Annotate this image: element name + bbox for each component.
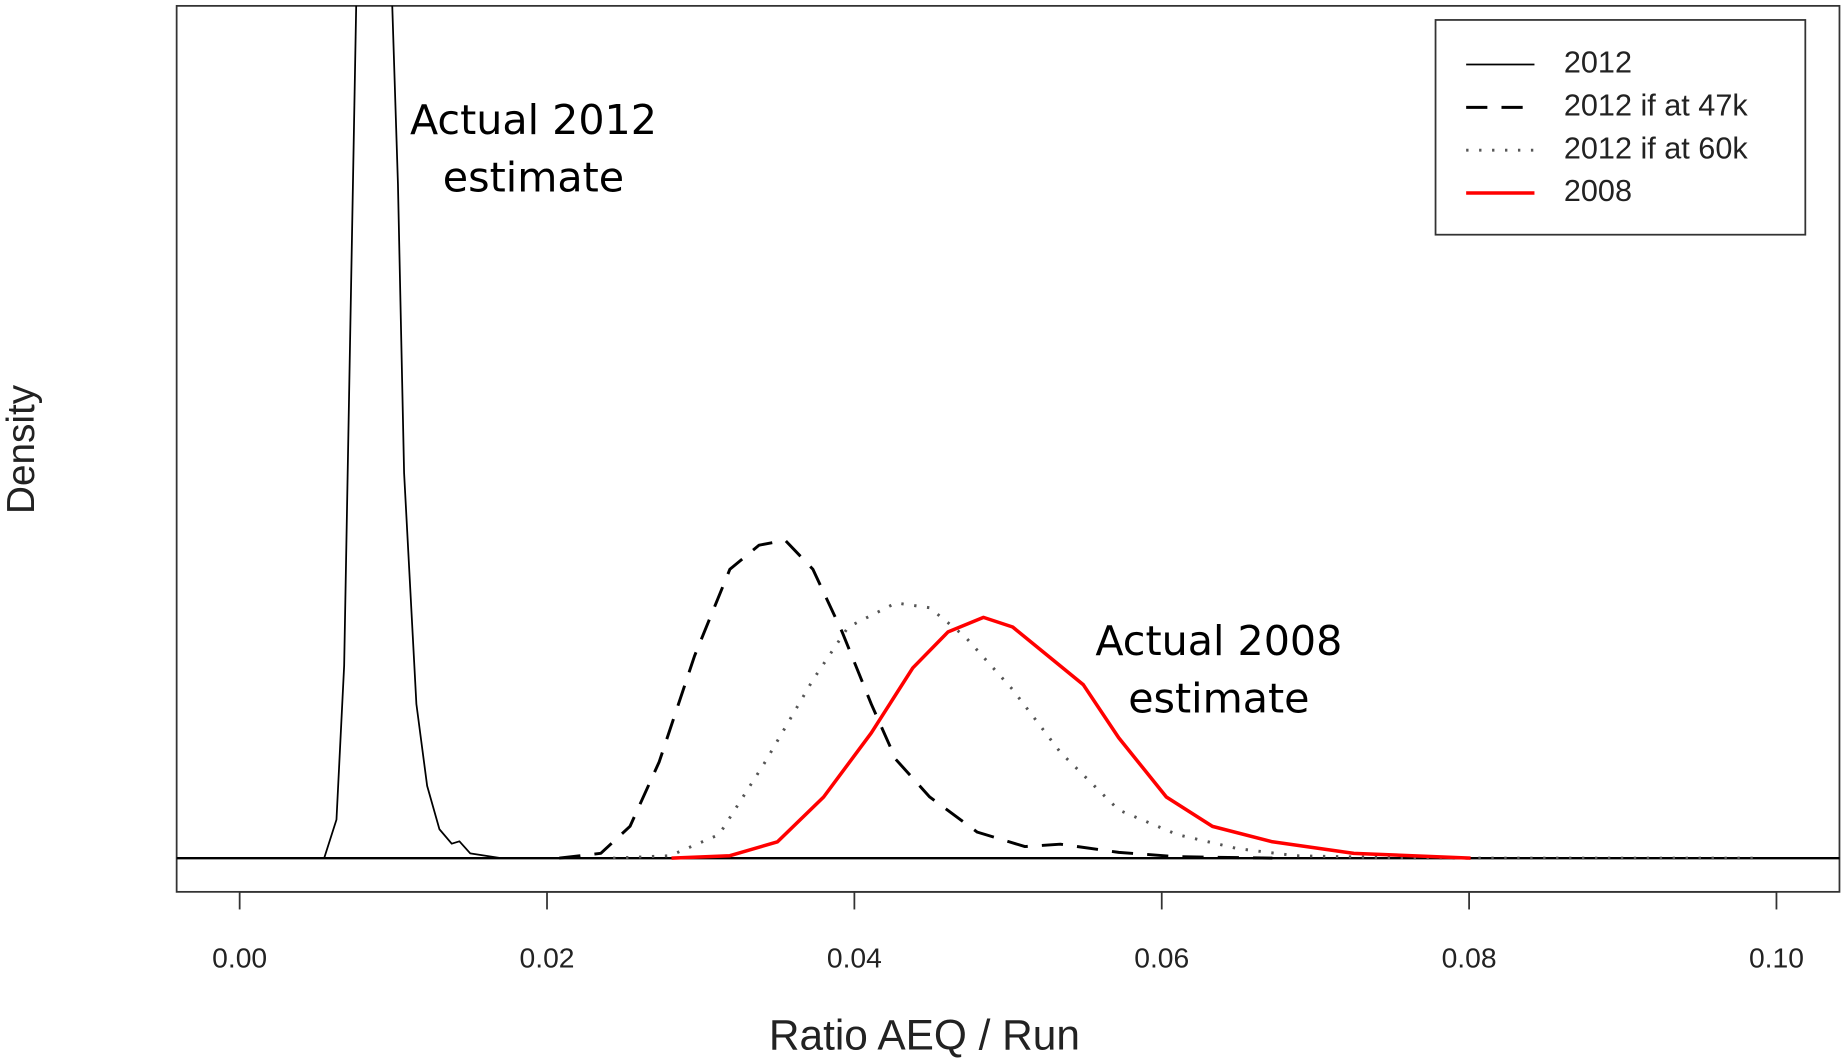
legend-label: 2008 xyxy=(1564,174,1632,208)
x-tick-label: 0.06 xyxy=(1134,941,1189,973)
legend-label: 2012 if at 47k xyxy=(1564,88,1748,122)
annotation: Actual 2008 xyxy=(1095,617,1342,665)
annotation: Actual 2012 xyxy=(410,96,657,144)
annotation: estimate xyxy=(443,154,624,202)
series-line xyxy=(559,538,1273,860)
x-tick-label: 0.08 xyxy=(1442,941,1497,973)
x-axis-label: Ratio AEQ / Run xyxy=(769,1012,1080,1059)
legend-box xyxy=(1434,19,1807,236)
series-line xyxy=(671,615,1471,860)
x-tick-label: 0.02 xyxy=(520,941,575,973)
series-line xyxy=(323,5,502,860)
y-axis-label: Density xyxy=(0,384,43,514)
plot-area xyxy=(176,5,1840,860)
legend-label: 2012 xyxy=(1564,46,1632,80)
annotation: estimate xyxy=(1128,675,1309,723)
x-tick-label: 0.10 xyxy=(1749,941,1804,973)
legend-label: 2012 if at 60k xyxy=(1564,131,1748,165)
x-tick-label: 0.04 xyxy=(827,941,882,973)
x-tick-label: 0.00 xyxy=(212,941,267,973)
